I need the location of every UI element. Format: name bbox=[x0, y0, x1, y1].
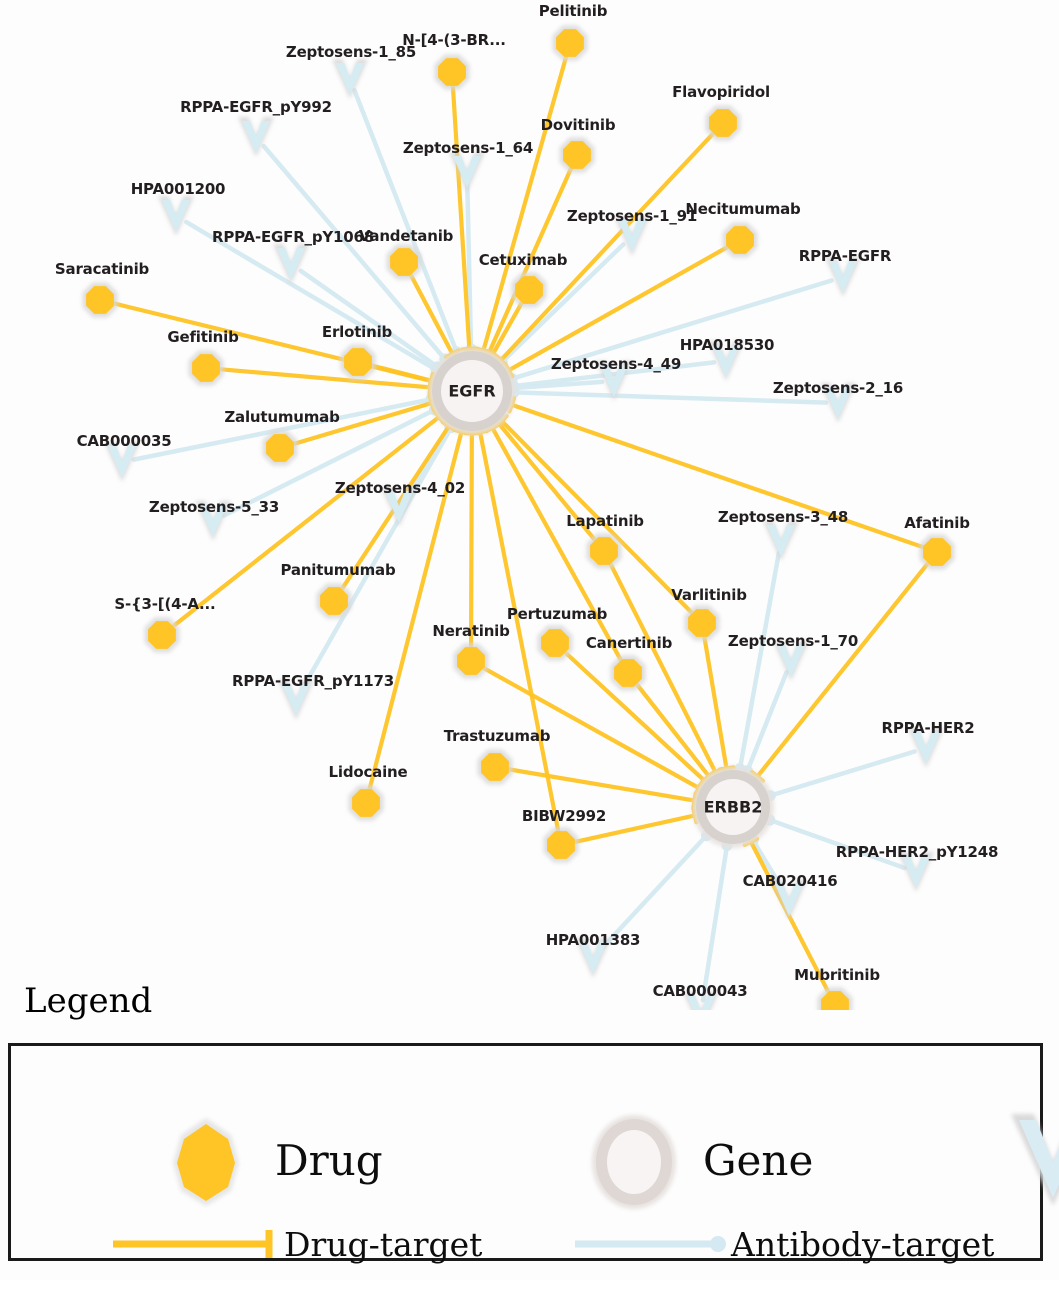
drug-target-edge bbox=[573, 815, 695, 842]
drug-node[interactable] bbox=[148, 621, 176, 649]
drug-target-edge bbox=[507, 769, 695, 801]
antibody-target-edge bbox=[703, 846, 727, 1001]
antibody-node[interactable] bbox=[902, 856, 930, 888]
antibody-target-edge bbox=[770, 820, 905, 868]
drug-node[interactable] bbox=[547, 831, 575, 859]
antibody-target-edge bbox=[601, 836, 706, 950]
drug-node[interactable] bbox=[320, 587, 348, 615]
drug-node[interactable] bbox=[923, 538, 951, 566]
network-svg bbox=[0, 0, 1059, 1010]
antibody-node[interactable] bbox=[712, 345, 740, 377]
drug-node[interactable] bbox=[563, 141, 591, 169]
drug-target-edge bbox=[751, 842, 830, 995]
legend-item-drug: Drug bbox=[151, 1108, 383, 1213]
drug-node[interactable] bbox=[266, 434, 294, 462]
antibody-node[interactable] bbox=[282, 684, 310, 716]
antibody-node[interactable] bbox=[199, 505, 227, 537]
antibody-target-edge-icon bbox=[571, 1224, 731, 1264]
antibody-node[interactable] bbox=[108, 446, 136, 478]
drug-target-edge-icon bbox=[109, 1224, 284, 1264]
legend: Legend Drug Gene bbox=[0, 985, 1059, 1280]
legend-label-gene: Gene bbox=[703, 1140, 813, 1182]
legend-label-drug: Drug bbox=[275, 1140, 383, 1182]
legend-item-antibody-target: Antibody-target bbox=[571, 1224, 994, 1264]
drug-node[interactable] bbox=[390, 248, 418, 276]
gene-icon bbox=[579, 1108, 689, 1213]
legend-item-drug-target: Drug-target bbox=[109, 1224, 482, 1264]
drug-node[interactable] bbox=[515, 276, 543, 304]
legend-box: Drug Gene Antibody bbox=[8, 1043, 1043, 1261]
drug-node[interactable] bbox=[590, 537, 618, 565]
drug-target-edge bbox=[370, 365, 432, 381]
drug-node[interactable] bbox=[556, 29, 584, 57]
antibody-node[interactable] bbox=[277, 248, 305, 280]
drug-node[interactable] bbox=[438, 58, 466, 86]
antibody-node[interactable] bbox=[912, 732, 940, 764]
legend-title: Legend bbox=[24, 981, 152, 1021]
drug-target-edge bbox=[471, 433, 472, 649]
antibody-node[interactable] bbox=[336, 63, 364, 95]
edges-layer bbox=[112, 55, 930, 1001]
nodes-layer bbox=[82, 25, 954, 1010]
drug-node[interactable] bbox=[541, 629, 569, 657]
drug-node[interactable] bbox=[352, 789, 380, 817]
drug-node[interactable] bbox=[709, 109, 737, 137]
drug-node[interactable] bbox=[614, 659, 642, 687]
legend-item-antibody: Antibody bbox=[1001, 1108, 1059, 1213]
drug-node[interactable] bbox=[688, 609, 716, 637]
drug-node[interactable] bbox=[457, 647, 485, 675]
drug-target-edge bbox=[489, 166, 572, 353]
drug-target-edge bbox=[704, 635, 727, 769]
legend-node-row: Drug Gene Antibody bbox=[11, 1108, 1046, 1213]
drug-target-edge bbox=[369, 432, 462, 792]
legend-item-gene: Gene bbox=[579, 1108, 813, 1213]
antibody-node[interactable] bbox=[767, 525, 795, 557]
gene-node-label: EGFR bbox=[448, 382, 495, 401]
legend-edge-row: Drug-target Antibody-target bbox=[11, 1224, 1046, 1294]
antibody-target-edge bbox=[770, 752, 914, 796]
drug-target-edge bbox=[512, 405, 926, 548]
antibody-icon bbox=[1001, 1108, 1059, 1213]
legend-label-drug-target: Drug-target bbox=[284, 1228, 482, 1261]
antibody-target-edge bbox=[514, 392, 826, 402]
drug-target-edge bbox=[502, 421, 694, 615]
drug-node[interactable] bbox=[192, 354, 220, 382]
drug-target-edge bbox=[509, 246, 730, 370]
antibody-target-edge bbox=[186, 222, 436, 370]
antibody-node[interactable] bbox=[162, 200, 190, 232]
antibody-node[interactable] bbox=[777, 645, 805, 677]
antibody-node[interactable] bbox=[829, 261, 857, 293]
drug-target-edge bbox=[757, 561, 929, 776]
drug-icon bbox=[151, 1108, 261, 1213]
legend-label-antibody-target: Antibody-target bbox=[731, 1228, 994, 1261]
antibody-node[interactable] bbox=[600, 365, 628, 397]
drug-node[interactable] bbox=[726, 226, 754, 254]
drug-node[interactable] bbox=[481, 753, 509, 781]
drug-node[interactable] bbox=[344, 348, 372, 376]
gene-node-label: ERBB2 bbox=[704, 798, 763, 817]
antibody-node[interactable] bbox=[579, 942, 607, 974]
drug-node[interactable] bbox=[86, 286, 114, 314]
